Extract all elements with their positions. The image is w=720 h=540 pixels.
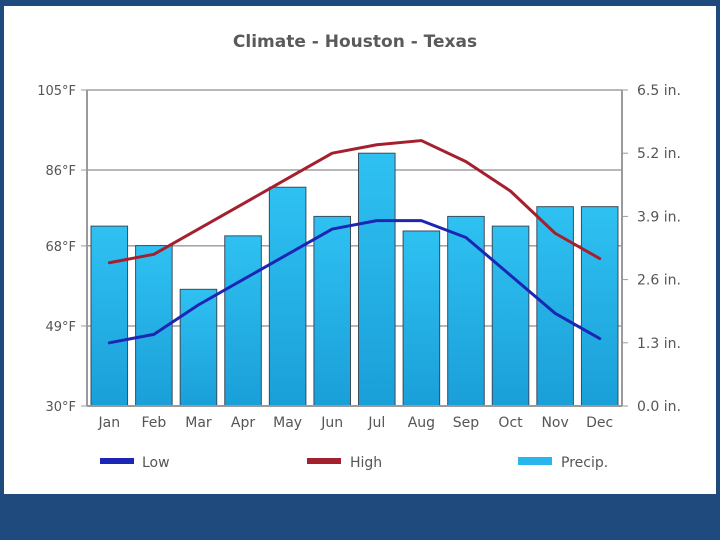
- legend: Low High Precip.: [100, 455, 608, 471]
- precip-bar-oct: [491, 225, 530, 407]
- month-label: May: [273, 415, 302, 431]
- month-label: Dec: [586, 415, 613, 431]
- axes: [86, 90, 623, 407]
- grid-lines: [87, 89, 622, 327]
- month-label: Mar: [185, 415, 212, 431]
- right-tick-label: 6.5 in.: [637, 83, 681, 99]
- left-axis-ticks: 30°F 49°F 68°F 86°F 105°F: [37, 84, 87, 415]
- high-temp-line: [107, 139, 602, 265]
- left-tick-label: 105°F: [37, 84, 76, 99]
- climate-chart: Climate - Houston - Texas 30°F 49°F 68°F 86…: [37, 32, 681, 471]
- legend-label: High: [350, 455, 382, 471]
- left-tick-label: 68°F: [45, 240, 76, 255]
- legend-swatch-high: [307, 458, 341, 464]
- month-label: Oct: [498, 415, 523, 431]
- precip-bar-jul: [358, 152, 396, 407]
- precip-bar-dec: [580, 206, 619, 407]
- month-label: Jan: [97, 415, 120, 431]
- month-label: Feb: [141, 415, 166, 431]
- right-tick-label: 0.0 in.: [637, 399, 681, 415]
- precip-bar-mar: [179, 288, 218, 407]
- month-label: Apr: [231, 415, 255, 431]
- legend-label: Low: [142, 455, 170, 471]
- legend-label: Precip.: [561, 455, 608, 471]
- precip-bar-may: [268, 186, 307, 407]
- right-axis-ticks: 0.0 in. 1.3 in. 2.6 in. 3.9 in. 5.2 in. 6.5 i…: [622, 83, 681, 415]
- month-label: Nov: [541, 415, 568, 431]
- right-tick-label: 3.9 in.: [637, 209, 681, 225]
- month-label: Jul: [367, 415, 385, 431]
- month-label: Aug: [408, 415, 435, 431]
- legend-swatch-low: [100, 458, 134, 464]
- precip-bar-nov: [536, 206, 574, 407]
- precip-bar-apr: [224, 235, 262, 407]
- chart-panel: Climate - Houston - Texas 30°F 49°F 68°F 86…: [4, 6, 716, 494]
- right-tick-label: 1.3 in.: [637, 336, 681, 352]
- right-tick-label: 5.2 in.: [637, 146, 681, 162]
- chart-title: Climate - Houston - Texas: [233, 32, 477, 52]
- precip-bars: [90, 152, 619, 407]
- temperature-lines: [107, 139, 602, 345]
- precip-bar-sep: [447, 215, 485, 407]
- precip-bar-jan: [90, 225, 129, 407]
- precip-bar-jun: [313, 215, 351, 407]
- left-tick-label: 30°F: [45, 400, 76, 415]
- right-tick-label: 2.6 in.: [637, 273, 681, 289]
- month-label: Jun: [320, 415, 343, 431]
- month-label: Sep: [453, 415, 480, 431]
- precip-bar-aug: [402, 230, 441, 407]
- legend-swatch-precip: [518, 457, 552, 465]
- low-temp-line: [107, 219, 602, 345]
- left-tick-label: 49°F: [45, 320, 76, 335]
- left-tick-label: 86°F: [45, 164, 76, 179]
- x-axis-labels: Jan Feb Mar Apr May Jun Jul Aug Sep Oct Nov Dec: [97, 415, 613, 431]
